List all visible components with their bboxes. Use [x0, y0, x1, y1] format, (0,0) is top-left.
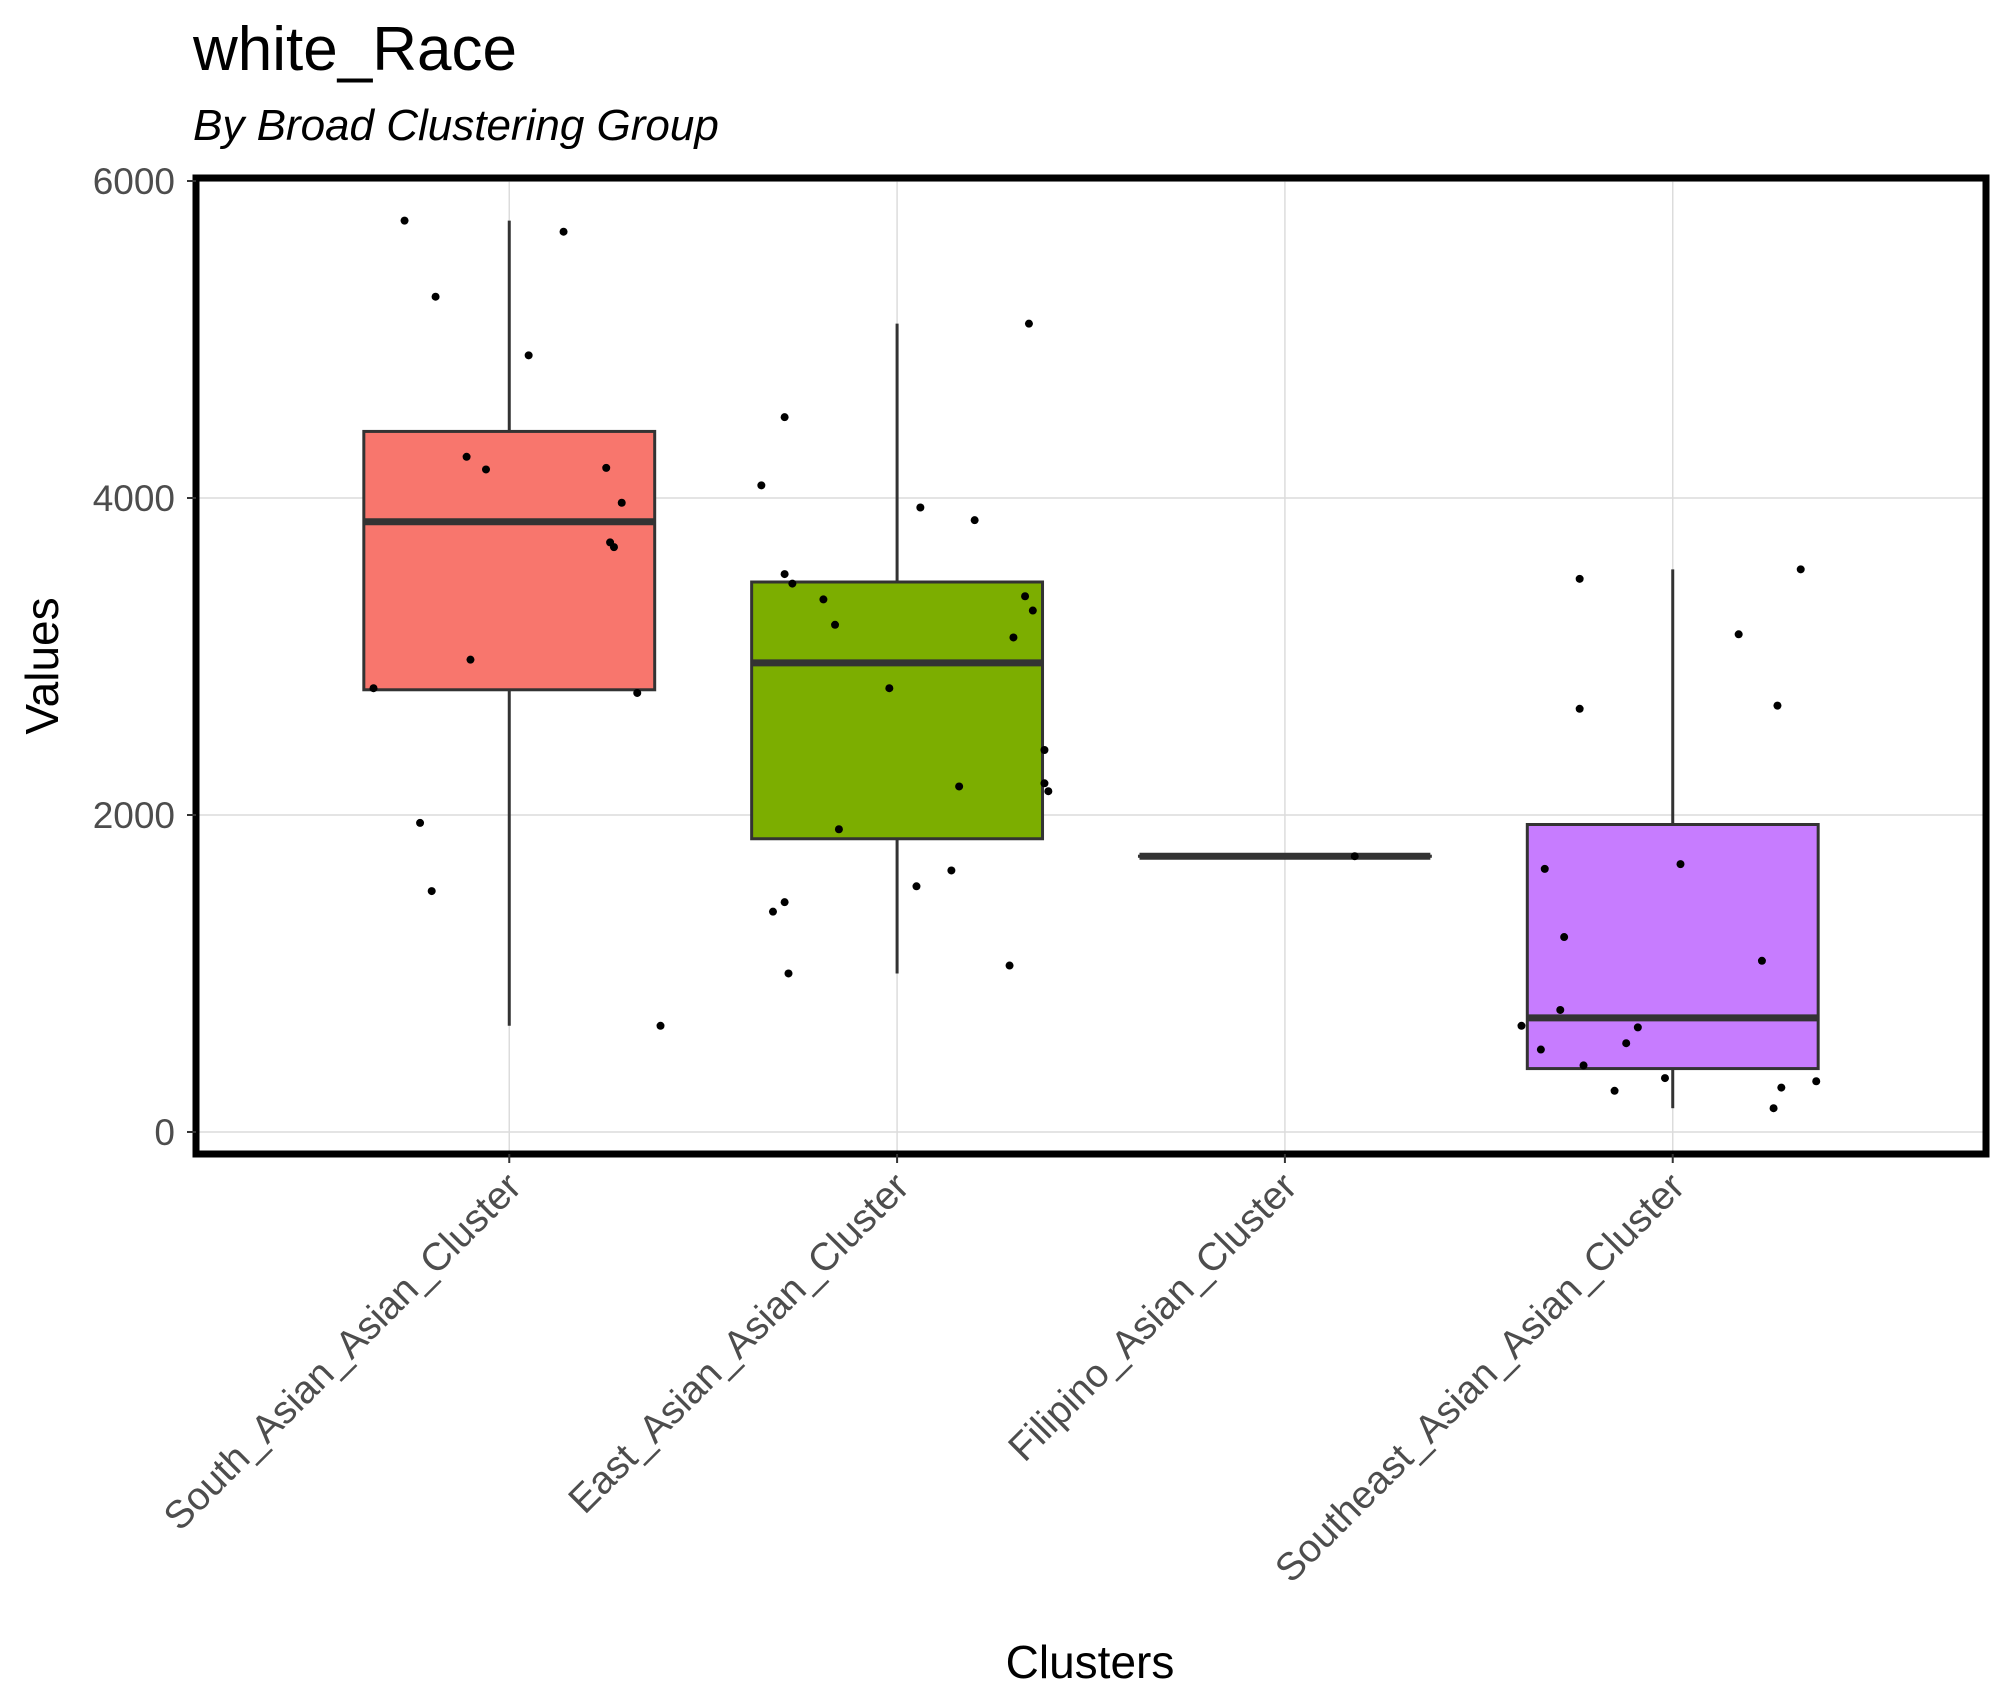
- data-point: [1769, 1104, 1778, 1113]
- data-point: [1575, 704, 1584, 713]
- data-point: [1009, 633, 1018, 642]
- data-point: [1024, 319, 1033, 328]
- data-point: [768, 907, 777, 916]
- data-point: [947, 866, 956, 875]
- data-point: [1777, 1083, 1786, 1092]
- data-point: [609, 543, 618, 552]
- data-point: [1676, 860, 1685, 869]
- data-point: [780, 413, 789, 422]
- data-point: [1350, 852, 1359, 861]
- y-axis-title: Values: [16, 597, 68, 734]
- box-body: [362, 429, 657, 692]
- data-point: [1796, 565, 1805, 574]
- data-point: [916, 503, 925, 512]
- data-point: [524, 351, 533, 360]
- y-tick-label: 0: [154, 1112, 175, 1153]
- plot-panel-border: [192, 174, 1990, 1158]
- data-point: [1560, 933, 1569, 942]
- data-point: [1021, 592, 1030, 601]
- data-point: [1757, 956, 1766, 965]
- x-tick-label: South_Asian_Asian_Cluster: [156, 1165, 530, 1539]
- data-point: [1044, 787, 1053, 796]
- data-point: [819, 595, 828, 604]
- data-point: [1812, 1077, 1821, 1086]
- data-point: [970, 516, 979, 525]
- data-point: [912, 882, 921, 891]
- data-point: [831, 620, 840, 629]
- data-point: [559, 227, 568, 236]
- x-axis-title: Clusters: [1006, 1636, 1175, 1688]
- chart-title: white_Race: [192, 15, 517, 84]
- data-point: [780, 898, 789, 907]
- data-point: [617, 498, 626, 507]
- data-point: [1622, 1039, 1631, 1048]
- x-tick-label: East_Asian_Asian_Cluster: [561, 1165, 918, 1522]
- data-point: [1028, 606, 1037, 615]
- box-East_Asian_Asian_Cluster: [750, 323, 1045, 974]
- box-layer: [362, 220, 1820, 1109]
- data-point: [656, 1021, 665, 1030]
- point-layer: [369, 216, 1821, 1113]
- data-point: [431, 292, 440, 301]
- y-tick-label: 2000: [93, 795, 175, 836]
- data-point: [784, 969, 793, 978]
- data-point: [462, 452, 471, 461]
- data-point: [1556, 1005, 1565, 1014]
- data-point: [1517, 1021, 1526, 1030]
- box-South_Asian_Asian_Cluster: [362, 220, 657, 1026]
- box-body: [750, 580, 1045, 841]
- data-point: [780, 570, 789, 579]
- data-point: [955, 782, 964, 791]
- data-point: [466, 655, 475, 664]
- data-point: [427, 887, 436, 896]
- data-point: [602, 463, 611, 472]
- data-point: [1540, 864, 1549, 873]
- data-point: [788, 579, 797, 588]
- chart-subtitle: By Broad Clustering Group: [193, 101, 719, 150]
- x-axis-ticks: South_Asian_Asian_Cluster East_Asian_Asia…: [156, 1154, 1693, 1591]
- x-tick-label: Filipino_Asian_Cluster: [1000, 1165, 1305, 1470]
- data-point: [1575, 574, 1584, 583]
- data-point: [1610, 1086, 1619, 1095]
- data-point: [481, 465, 490, 474]
- data-point: [1660, 1074, 1669, 1083]
- data-point: [1633, 1023, 1642, 1032]
- data-point: [1734, 630, 1743, 639]
- data-point: [1040, 746, 1049, 755]
- data-point: [1536, 1045, 1545, 1054]
- data-point: [400, 216, 409, 225]
- data-point: [369, 684, 378, 693]
- data-point: [1579, 1061, 1588, 1070]
- data-point: [1005, 961, 1014, 970]
- data-point: [834, 825, 843, 834]
- y-tick-label: 6000: [93, 161, 175, 202]
- x-tick-label: Southeast_Asian_Asian_Cluster: [1267, 1165, 1693, 1591]
- y-tick-label: 4000: [93, 478, 175, 519]
- data-point: [757, 481, 766, 490]
- data-point: [885, 684, 894, 693]
- box-body: [1525, 822, 1820, 1071]
- data-point: [633, 688, 642, 697]
- data-point: [1773, 701, 1782, 710]
- data-point: [1040, 779, 1049, 788]
- data-point: [416, 818, 425, 827]
- box-Southeast_Asian_Asian_Cluster: [1525, 569, 1820, 1109]
- y-axis-ticks: 0 2000 4000 6000: [93, 161, 196, 1153]
